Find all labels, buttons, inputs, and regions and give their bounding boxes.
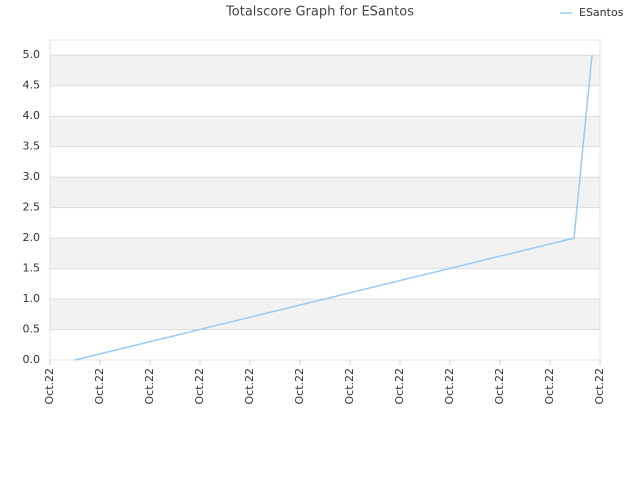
grid-band [50, 238, 600, 269]
grid-band [50, 55, 600, 86]
x-tick-label: Oct.22 [443, 368, 456, 405]
y-tick-label: 5.0 [23, 48, 41, 61]
plot-border [49, 39, 601, 361]
y-tick-label: 2.5 [23, 201, 41, 214]
x-tick-label: Oct.22 [43, 368, 56, 405]
grid-band [50, 146, 600, 178]
y-tick-label: 0.0 [23, 353, 41, 366]
y-tick-label: 3.5 [23, 140, 41, 153]
y-tick-label: 3.0 [23, 170, 41, 183]
x-tick-label: Oct.22 [543, 368, 556, 405]
y-tick-label: 0.5 [23, 323, 41, 336]
x-tick-label: Oct.22 [93, 368, 106, 405]
x-tick-label: Oct.22 [593, 368, 606, 405]
y-tick-label: 4.0 [23, 109, 41, 122]
y-tick-label: 1.0 [23, 292, 41, 305]
grid-band [50, 329, 600, 360]
grid-band [50, 299, 600, 330]
grid-band [50, 268, 600, 300]
grid-band [50, 177, 600, 208]
x-tick-label: Oct.22 [393, 368, 406, 405]
grid-band [50, 40, 600, 56]
x-tick-label: Oct.22 [143, 368, 156, 405]
x-tick-label: Oct.22 [343, 368, 356, 405]
legend-label: ESantos [579, 6, 624, 19]
y-tick-label: 1.5 [23, 262, 41, 275]
x-tick-label: Oct.22 [193, 368, 206, 405]
x-tick-label: Oct.22 [243, 368, 256, 405]
y-tick-label: 2.0 [23, 231, 41, 244]
grid-band [50, 116, 600, 147]
x-tick-label: Oct.22 [293, 368, 306, 405]
x-tick-label: Oct.22 [493, 368, 506, 405]
grid-band [50, 207, 600, 239]
chart-title: Totalscore Graph for ESantos [225, 5, 414, 20]
y-tick-label: 4.5 [23, 79, 41, 92]
grid-band [50, 85, 600, 117]
data-line [74, 55, 593, 361]
